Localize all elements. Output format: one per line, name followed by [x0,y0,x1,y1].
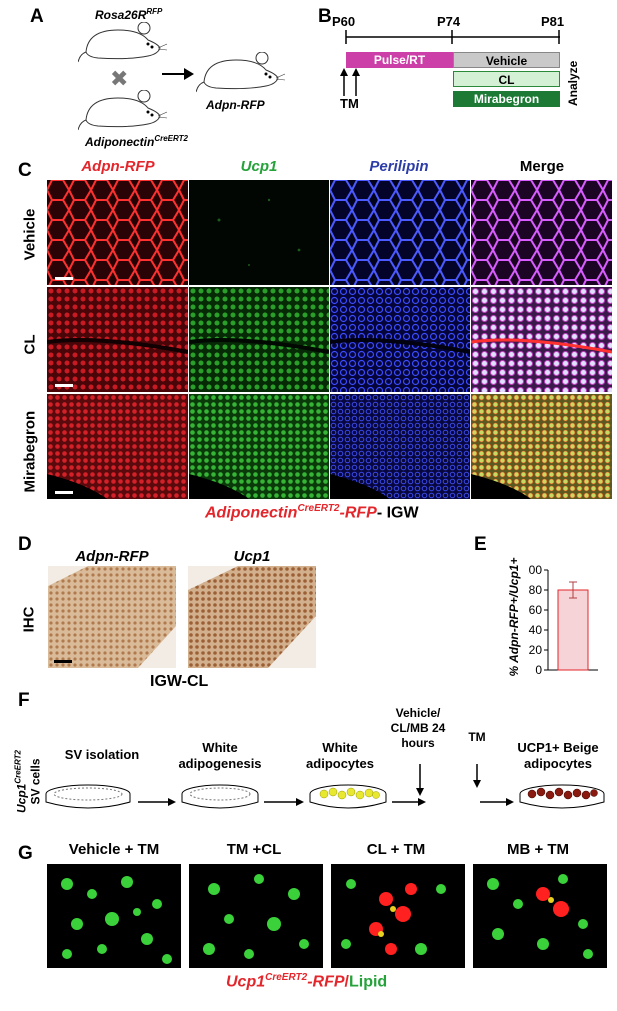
e-ytick-label: 60 [529,603,543,617]
timepoint-p60: P60 [332,14,356,29]
g-col-mb-tm: MB + TM [506,841,570,858]
panel-g-label: G [18,843,33,864]
panel-c-label: C [18,160,32,181]
mouse-rosa26r-icon [78,22,168,63]
img-cl-perilipin [330,287,470,392]
img-mirabegron-perilipin [330,394,470,499]
f-workflow [45,764,605,809]
step-white-adipogenesis: White adipogenesis [178,740,262,771]
mouse-adiponectin-icon [78,90,168,131]
e-ytick-label: 100 [528,563,542,577]
tm-label: TM [340,96,359,111]
step-white-adipocytes: White adipocytes [306,740,374,771]
mouse-rosa26r-label: Rosa26RRFP [95,7,163,22]
img-cl-merge [471,287,612,392]
e-ytick-label: 80 [529,583,543,597]
dish-beige-adipocytes-icon [519,784,605,809]
pulse-bar: Pulse/RT [346,52,453,68]
tm-arrows-icon [340,68,360,96]
panel-d-caption: IGW-CL [150,673,209,690]
timepoint-p81: P81 [541,14,565,29]
cross-icon: ✖ [110,66,129,91]
img-mirabegron-ucp1 [189,394,329,499]
img-ihc-ucp1 [188,566,316,668]
col-merge: Merge [519,158,565,175]
img-mirabegron-merge [471,394,612,499]
g-col-vehicle-tm: Vehicle + TM [68,841,160,858]
panel-a-label: A [30,6,44,27]
img-g-cl-tm [331,864,465,968]
mouse-adiponectin-label: AdiponectinCreERT2 [85,134,188,149]
e-errorbar [569,581,577,599]
dish-sv-icon [45,784,131,809]
analyze-label: Analyze [566,60,580,106]
row-mirabegron: Mirabegron [21,410,39,493]
img-g-vehicle-tm [47,864,181,968]
treat2-label: TM [468,730,486,744]
img-g-tm-cl [189,864,323,968]
d-col-adpn-rfp: Adpn-RFP [75,548,149,565]
g-col-cl-tm: CL + TM [366,841,426,858]
treat1-label: Vehicle/ CL/MB 24 hours [390,706,446,750]
img-cl-ucp1 [189,287,329,392]
cl-bar: CL [453,71,560,87]
d-col-ucp1: Ucp1 [233,548,271,565]
panel-f-label: F [18,690,30,711]
dish-white-adipocytes-icon [309,784,387,809]
d-row-ihc: IHC [20,606,38,633]
img-vehicle-rfp [47,180,188,285]
panel-c-caption: AdiponectinCreERT2-RFP- IGW [205,503,419,522]
e-ytick-label: 0 [535,663,542,677]
dish-adipogenesis-icon [181,784,259,809]
vehicle-bar: Vehicle [453,52,560,68]
img-vehicle-merge [471,180,612,285]
mouse-result-icon [196,52,286,93]
panel-d-label: D [18,534,32,555]
img-vehicle-perilipin [330,180,470,285]
e-yaxis: 0 20 40 60 80 100 [528,563,548,677]
arrow-right-icon [162,68,194,80]
panel-g-caption: Ucp1CreERT2-RFP/Lipid [226,972,388,991]
row-vehicle: Vehicle [21,208,39,261]
img-ihc-adpn-rfp [48,566,176,668]
mirabegron-bar: Mirabegron [453,91,560,107]
panel-e-label: E [474,534,487,555]
mouse-result-label: Adpn-RFP [206,98,265,112]
e-ytick-label: 40 [529,623,543,637]
col-adpn-rfp: Adpn-RFP [81,158,155,175]
step-beige-adipocytes: UCP1+ Beige adipocytes [517,740,599,771]
f-side-label: Ucp1CreERT2 SV cells [13,750,43,813]
img-cl-rfp [47,287,188,392]
img-mirabegron-rfp [47,394,188,499]
e-ytick-label: 20 [529,643,543,657]
panel-b-label: B [318,6,332,27]
g-col-tm-cl: TM +CL [226,841,282,858]
img-vehicle-ucp1 [189,180,329,285]
step-sv-isolation: SV isolation [64,747,140,762]
img-g-mb-tm [473,864,607,968]
e-bar-chart: 0 20 40 60 80 100 [528,563,598,677]
e-ylabel: % Adpn-RFP+/Ucp1+ [507,557,521,677]
col-perilipin: Perilipin [369,158,429,175]
col-ucp1: Ucp1 [240,158,278,175]
timeline-axis [345,30,560,44]
row-cl: CL [21,334,39,355]
e-bar [557,589,589,671]
timepoint-p74: P74 [437,14,461,29]
